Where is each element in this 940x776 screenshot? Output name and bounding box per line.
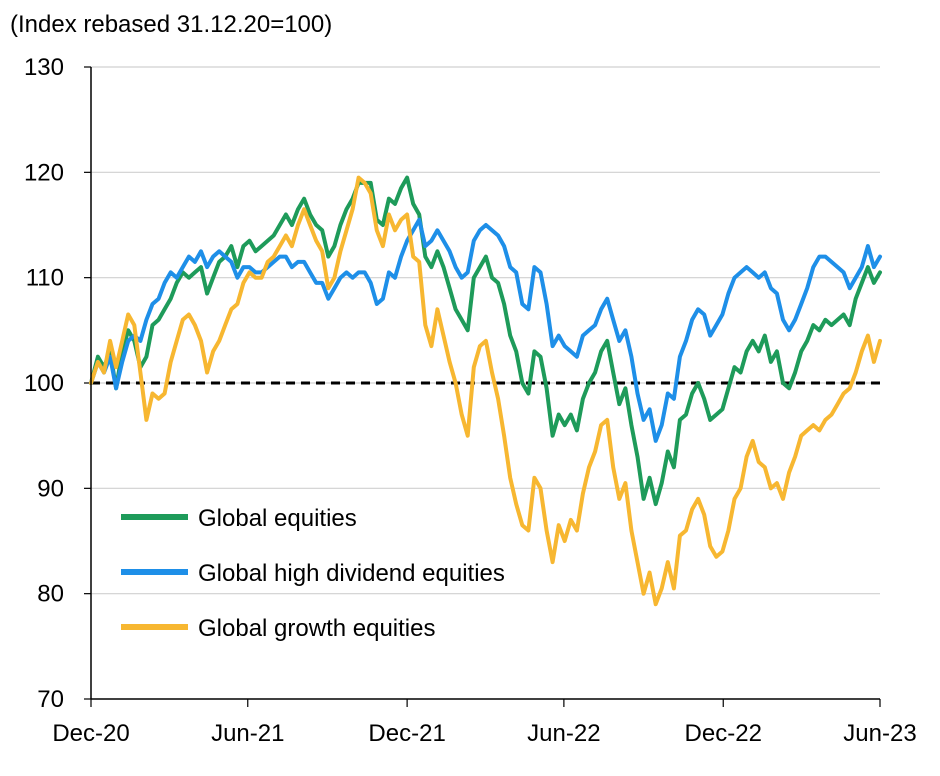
y-tick-label: 110 [26, 265, 64, 292]
x-tick-label: Dec-20 [52, 720, 129, 747]
y-tick-label: 120 [24, 159, 64, 186]
x-axis-tick-labels: Dec-20 Jun-21 Dec-21 Jun-22 Dec-22 Jun-23 [52, 699, 917, 747]
legend-label-global-high-dividend-equities: Global high dividend equities [198, 560, 505, 587]
series-lines [89, 175, 882, 607]
y-tick-label: 90 [37, 475, 64, 502]
legend-label-global-equities: Global equities [198, 505, 357, 532]
global-equities-line [89, 175, 882, 507]
y-axis-tick-labels: 70 80 90 100 110 120 130 [24, 54, 91, 713]
global-high-dividend-equities-line [89, 217, 882, 443]
y-tick-label: 130 [24, 54, 64, 81]
axes [90, 67, 880, 700]
x-tick-label: Dec-21 [368, 720, 445, 747]
y-tick-label: 100 [24, 370, 64, 397]
legend: Global equities Global high dividend equi… [121, 505, 505, 642]
global-growth-equities-line [89, 175, 882, 607]
unit-label: (Index rebased 31.12.20=100) [10, 11, 332, 38]
x-tick-label: Jun-22 [527, 720, 600, 747]
y-tick-label: 80 [37, 581, 64, 608]
y-tick-label: 70 [37, 686, 64, 713]
x-tick-label: Jun-23 [843, 720, 916, 747]
x-tick-label: Jun-21 [211, 720, 284, 747]
legend-label-global-growth-equities: Global growth equities [198, 615, 435, 642]
x-tick-label: Dec-22 [685, 720, 762, 747]
